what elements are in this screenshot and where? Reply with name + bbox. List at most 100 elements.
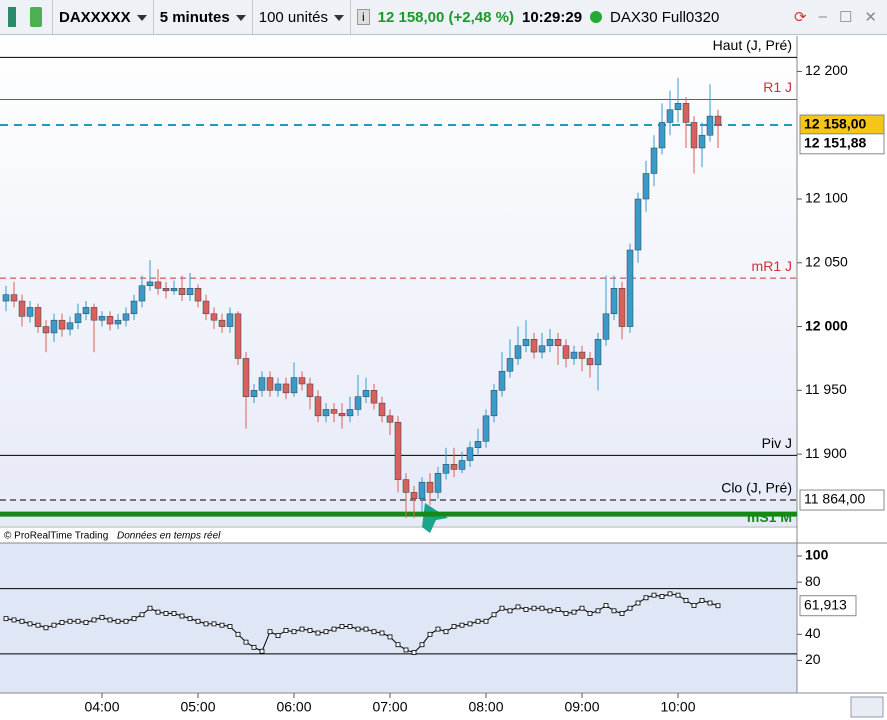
candle-body	[482, 415, 490, 442]
candle-body	[98, 316, 106, 321]
rsi-point	[531, 605, 537, 611]
candle-body	[546, 339, 554, 346]
rsi-point	[619, 611, 625, 616]
candle-body	[218, 319, 226, 327]
rsi-point	[435, 626, 441, 632]
toolbar: DAXXXXX 5 minutes 100 unités i 12 158,00…	[0, 0, 887, 35]
rsi-point	[491, 612, 497, 618]
candle-body	[378, 402, 386, 417]
rsi-point	[267, 629, 273, 635]
candle-body	[394, 421, 402, 480]
refresh[interactable]: ⟳	[794, 9, 807, 26]
maximize[interactable]: ☐	[838, 9, 853, 26]
candle-body	[562, 345, 570, 359]
candle-body	[538, 345, 546, 353]
rsi-point	[403, 647, 409, 653]
rsi-point	[243, 639, 249, 645]
candle-body	[130, 300, 138, 315]
y-tick-label: 20	[805, 651, 821, 667]
y-tick-label: 12 200	[805, 62, 848, 78]
rsi-point	[147, 605, 153, 611]
status-dot	[590, 11, 603, 23]
candle-body	[194, 288, 202, 302]
instrument[interactable]: DAXXXXX	[53, 0, 154, 35]
rsi-point	[235, 631, 241, 637]
candle-body	[322, 409, 330, 417]
rsi-point	[499, 605, 505, 611]
candle-body	[114, 319, 122, 325]
candle-body	[586, 358, 594, 366]
candle-body	[146, 281, 154, 286]
rsi-point	[563, 611, 569, 616]
candle-body	[714, 115, 722, 126]
zoom-button[interactable]	[850, 696, 884, 718]
minimize[interactable]: –	[818, 8, 827, 25]
candle-body	[386, 415, 394, 423]
candle-body	[698, 134, 706, 149]
rsi-point	[275, 633, 281, 639]
y-tick-label: 80	[805, 573, 821, 589]
candle-body	[234, 313, 242, 359]
rsi-point	[107, 617, 113, 623]
candle-body	[162, 288, 170, 292]
rsi-point	[707, 600, 713, 606]
realtime: Données en temps réel	[117, 531, 221, 542]
rsi-point	[283, 627, 289, 633]
info-icon[interactable]: i	[356, 9, 370, 25]
rsi-point	[3, 616, 9, 622]
price-tag-label: 11 864,00	[804, 491, 865, 507]
rsi-point	[595, 608, 601, 614]
candle-body	[290, 377, 298, 394]
x-tick-label: 08:00	[468, 699, 503, 715]
rsi-point	[43, 625, 49, 631]
candle-body	[186, 288, 194, 295]
candle-body	[570, 351, 578, 359]
candle-body	[610, 288, 618, 315]
rsi-point	[11, 617, 17, 623]
candle-body	[34, 307, 42, 327]
x-tick-label: 04:00	[84, 699, 119, 715]
rsi-point	[699, 597, 705, 603]
rsi-point	[571, 609, 577, 615]
rsi-point	[691, 603, 697, 609]
feed: DAX30 Full0320	[610, 8, 720, 26]
quote: i 12 158,00 (+2,48 %) 10:29:29 DAX30 Ful…	[351, 0, 725, 35]
candle-body	[642, 173, 650, 200]
rsi-point	[611, 608, 617, 614]
period[interactable]: 5 minutes	[154, 0, 253, 35]
y-tick-label: 11 950	[805, 381, 847, 397]
rsi-point	[315, 630, 321, 636]
candle-body	[426, 481, 434, 493]
candle-body	[306, 383, 314, 397]
close[interactable]: ✕	[864, 9, 877, 26]
rsi-point	[451, 624, 457, 629]
candle-body	[458, 460, 466, 470]
x-tick-label: 09:00	[564, 699, 599, 715]
rsi-point	[83, 620, 89, 625]
candle-body	[242, 358, 250, 397]
rsi-point	[195, 618, 201, 624]
candle-body	[346, 409, 354, 417]
price-tag	[799, 133, 885, 155]
rsi-point	[507, 608, 513, 614]
rsi-point	[555, 607, 561, 612]
candle-body	[522, 339, 530, 346]
x-tick-label: 06:00	[276, 699, 311, 715]
rsi-point	[131, 616, 137, 622]
candle-body	[66, 322, 74, 330]
rsi-point	[339, 624, 345, 629]
rsi-point	[259, 648, 265, 654]
price-tag-label: 12 158,00	[804, 116, 866, 132]
rsi-point	[355, 626, 361, 632]
candle-body	[506, 358, 514, 372]
rsi-point	[35, 622, 41, 628]
rsi-point	[467, 621, 473, 627]
app-icon	[0, 0, 53, 35]
rsi-point	[675, 592, 681, 598]
rsi-point	[155, 609, 161, 615]
candle-body	[122, 313, 130, 321]
rsi-point	[347, 624, 353, 629]
units[interactable]: 100 unités	[253, 0, 351, 35]
y-tick-label: 12 000	[805, 317, 848, 333]
